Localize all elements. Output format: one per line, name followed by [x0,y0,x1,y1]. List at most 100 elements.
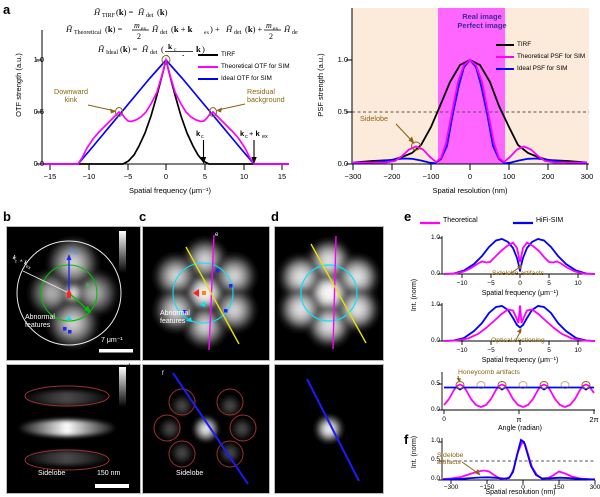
panel-d-otf-image [274,226,384,361]
panel-e3-svg [438,372,595,414]
xtick-a-2: −5 [123,172,133,181]
psf-chart-svg [346,8,589,170]
xtick-a-1: −10 [82,172,96,181]
ytick-f-2: 1.0 [430,437,440,444]
label-sidelobe-b: Sidelobe [38,470,66,477]
legend-a-theoretical: Theoretical OTF for SIM [221,63,290,70]
svg-text:(k) =: (k) = [120,44,138,54]
xtick-e3-0: 0 [442,416,446,423]
svg-text:+ k: + k [249,129,260,138]
ytick-a-1: 0.5 [33,107,44,116]
svg-text:2: 2 [137,32,141,41]
colorbar-b-bottom-max: 1 [128,364,132,370]
svg-text:m: m [134,21,140,30]
svg-text:(k) =: (k) = [116,7,134,17]
svg-text:2: 2 [269,32,273,41]
xtick-e1-1: −5 [487,280,495,287]
legend-a-ideal: Ideal OTF for SIM [221,75,272,82]
svg-text:ex: ex [262,134,268,140]
svg-text:H̃: H̃ [151,24,159,34]
panel-e-legend-svg [420,221,533,225]
xtick-a-3: 0 [163,172,169,181]
panel-letter-e: e [404,209,412,224]
panel-e-subplot-2 [390,297,600,353]
svg-text:c: c [174,47,177,53]
xtick-e1-3: 5 [547,280,551,287]
svg-text:TIRF: TIRF [102,13,116,19]
legend-e-hifi: HiFi-SIM [536,217,564,224]
panel-b-otf-image [6,226,141,361]
xtick-e3-2: 2π [589,415,599,424]
ytick-e2-0: 0.0 [430,337,440,344]
annotation-residual-background: Residual background [247,87,285,104]
xaxis-label-psf: Spatial resolution (nm) [432,186,508,195]
yaxis-label-f: Int. (norm) [411,435,418,469]
label-sidelobe-c: Sidelobe [176,470,204,477]
svg-text:k: k [240,129,245,138]
svg-text:k: k [168,42,173,51]
scalebar-label-b-bottom: 150 nm [97,470,121,477]
legend-psf-tirf: TIRF [517,41,532,48]
scalebar-label-b: 7 μm⁻¹ [101,337,123,344]
panel-e-legend [390,216,600,230]
panel-b-svg [7,227,140,360]
panel-c-otf-image [142,226,270,361]
ytick-e1-0: 0.0 [430,270,440,277]
xtick-psf-5: 200 [541,172,555,181]
ytick-e3-0: 0.0 [430,406,440,413]
svg-text:(k): (k) [157,7,168,17]
ytick-e3-1: 0.5 [430,380,440,387]
svg-text:H̃: H̃ [93,7,101,17]
panel-e-subplot-3 [390,366,600,424]
label-line-f-c: f [162,371,164,377]
panel-f-svg [438,438,596,484]
xtick-e3-1: π [516,415,522,424]
panel-e2-svg [438,303,596,345]
panel-e1-svg [438,236,596,278]
annotation-sidelobe-psf: Sidelobe [360,114,388,123]
xtick-psf-4: 100 [502,172,516,181]
svg-text:H̃: H̃ [137,7,145,17]
svg-text:H̃: H̃ [141,44,149,54]
colorbar-b-bottom [119,367,126,407]
panel-e-subplot-1 [390,228,600,286]
legend-e-theoretical: Theoretical [443,217,478,224]
panel-c-bottom-svg [143,365,269,493]
ytick-psf-0: 0.0 [337,159,348,168]
xtick-psf-1: −200 [383,172,401,181]
xtick-psf-0: −300 [344,172,362,181]
panel-d-psf-image [274,364,384,494]
svg-text:det: det [292,30,298,36]
xaxis-label-f: Spatial resolution (nm) [485,489,556,496]
xtick-f-0: −300 [443,484,459,491]
xtick-psf-3: 0 [467,172,473,181]
panel-b-bottom-svg [7,365,140,493]
panel-letter-f: f [404,432,409,447]
svg-text:det: det [146,13,154,19]
svg-text:(: ( [161,44,164,54]
panel-a-otf-plot: k c k c + k ex [0,0,300,210]
legend-psf-ideal: Ideal PSF for SIM [517,65,568,72]
colorbar-b-max: 1 [128,228,132,234]
xtick-a-5: 10 [239,172,249,181]
ytick-psf-1: 0.5 [337,107,348,116]
xtick-e2-1: −5 [487,347,495,354]
panel-letter-d: d [271,209,279,224]
svg-text:+ k: + k [176,53,187,56]
svg-text:k: k [196,44,201,54]
xtick-f-2: 0 [521,484,525,491]
ytick-f-0: 0.0 [430,475,440,482]
xtick-f-3: 150 [553,484,565,491]
panel-a-psf-plot [300,0,600,210]
svg-text:(k) =: (k) = [105,24,123,34]
svg-text:H̃: H̃ [283,24,291,34]
panel-letter-b: b [3,209,11,224]
svg-text:c: c [245,134,248,140]
xaxis-label-e1: Spatial frequency (μm⁻¹) [481,290,559,297]
xtick-e1-0: −10 [456,280,468,287]
svg-text:c: c [201,134,204,140]
svg-text:Theoretical: Theoretical [74,30,102,36]
xtick-e2-0: −10 [456,347,468,354]
label-kex-b: kex [70,247,79,257]
ytick-psf-2: 1.0 [337,55,348,64]
